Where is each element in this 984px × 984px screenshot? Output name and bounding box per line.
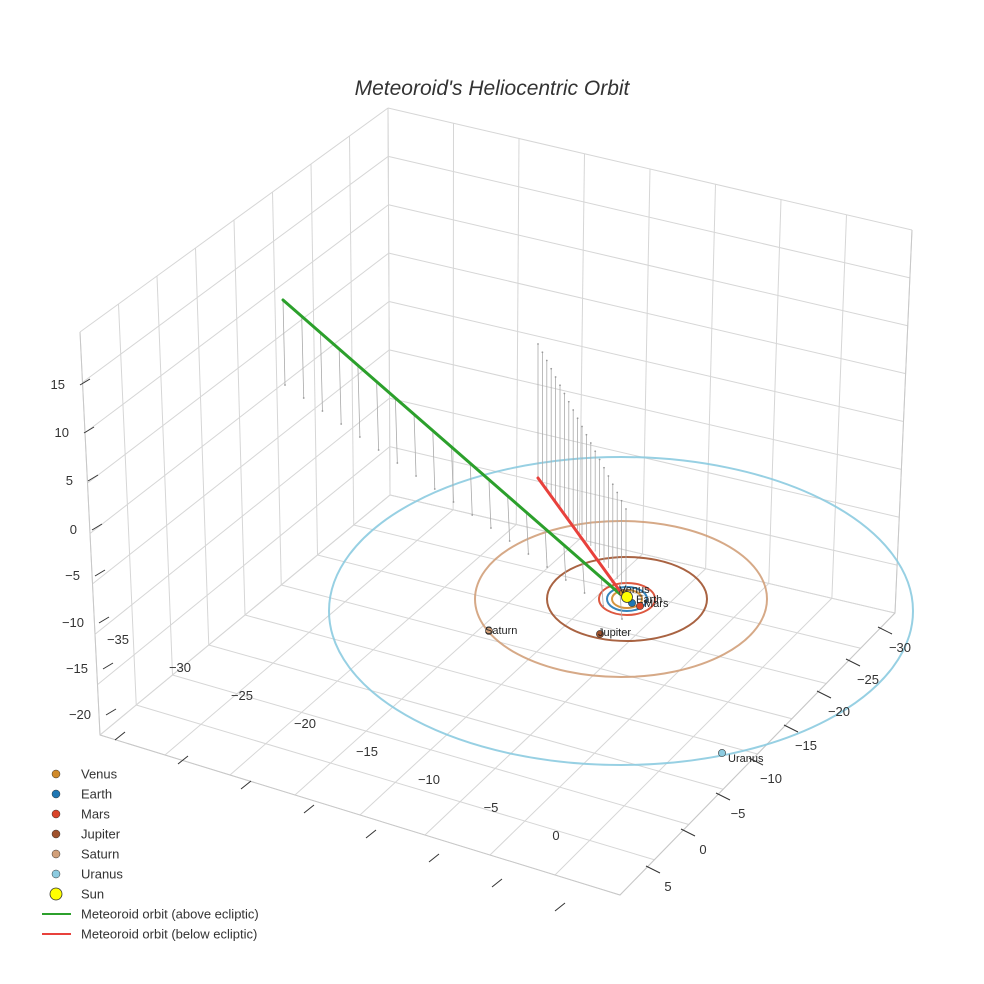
meteoroid-drop-lines (282, 299, 627, 620)
orbit-earth (606, 586, 648, 612)
z-tick-label: 5 (66, 473, 73, 488)
x-tick-mark (240, 780, 252, 790)
sun-marker (621, 591, 633, 603)
x-tick-label: −25 (231, 688, 253, 703)
planet-uranus-marker (718, 749, 726, 757)
legend-marker-venus (51, 769, 61, 779)
legend-label-earth: Earth (81, 787, 112, 802)
z-tick-mark (79, 378, 91, 386)
y-tick-mark (680, 828, 696, 837)
planet-jupiter-marker (596, 630, 604, 638)
y-tick-label: −25 (857, 672, 879, 687)
y-tick-label: −20 (828, 704, 850, 719)
z-tick-mark (102, 662, 114, 670)
z-tick-mark (94, 569, 106, 577)
z-tick-label: −15 (66, 661, 88, 676)
x-tick-mark (177, 755, 189, 765)
orbit-saturn (474, 520, 768, 678)
planet-saturn-label: Saturn (485, 625, 517, 637)
axis-ticks: 15 10 5 0 −5 −10 −15 −20 −35 −30 −25 −20 −15 −10 −5 0 −3… (51, 377, 911, 912)
z-tick-label: 15 (51, 377, 65, 392)
x-tick-label: 0 (552, 828, 559, 843)
planet-saturn-marker (485, 627, 493, 635)
planet-uranus-label: Uranus (728, 753, 764, 765)
legend-marker-jupiter (51, 829, 61, 839)
legend-label-venus: Venus (81, 767, 118, 782)
x-tick-label: −5 (484, 800, 499, 815)
planet-jupiter-label: Jupiter (598, 627, 631, 639)
x-tick-label: −10 (418, 772, 440, 787)
legend-label-jupiter: Jupiter (81, 827, 121, 842)
x-tick-label: −35 (107, 632, 129, 647)
y-tick-mark (715, 792, 731, 801)
y-tick-mark (783, 724, 799, 733)
x-tick-label: −20 (294, 716, 316, 731)
x-tick-label: −15 (356, 744, 378, 759)
legend-marker-sun (49, 887, 63, 901)
axis-panes (79, 107, 913, 896)
orbit-mars (598, 582, 656, 616)
legend-label-saturn: Saturn (81, 847, 119, 862)
y-tick-label: 0 (699, 842, 706, 857)
trajectory-above-ecliptic (281, 298, 622, 596)
legend-label-series-0: Meteoroid orbit (above ecliptic) (81, 907, 259, 922)
z-tick-mark (105, 708, 117, 716)
z-tick-label: −5 (65, 568, 80, 583)
meteoroid-trajectories (281, 298, 624, 596)
y-tick-label: −30 (889, 640, 911, 655)
z-tick-label: 0 (70, 522, 77, 537)
y-tick-mark (816, 690, 832, 699)
legend-label-series-1: Meteoroid orbit (below ecliptic) (81, 927, 257, 942)
y-tick-mark (645, 865, 661, 874)
z-tick-mark (98, 616, 110, 624)
planet-orbits (328, 456, 914, 766)
planet-mars-label: Mars (644, 598, 669, 610)
legend: Venus Earth Mars Jupiter Saturn Uranus Sun Mete… (42, 767, 259, 942)
y-tick-mark (748, 757, 764, 766)
chart-title: Meteoroid's Heliocentric Orbit (355, 77, 631, 100)
legend-label-uranus: Uranus (81, 867, 123, 882)
x-tick-label: −30 (169, 660, 191, 675)
z-tick-label: 10 (55, 425, 69, 440)
planet-earth-label: Earth (636, 594, 662, 606)
x-tick-mark (428, 853, 440, 863)
y-tick-mark (845, 658, 861, 667)
planet-mars-marker (636, 602, 644, 610)
z-tick-mark (87, 474, 99, 482)
z-tick-label: −20 (69, 707, 91, 722)
legend-label-mars: Mars (81, 807, 110, 822)
x-tick-mark (491, 878, 503, 888)
orbit-uranus (328, 456, 914, 766)
y-tick-mark (877, 626, 893, 635)
y-tick-label: −10 (760, 771, 782, 786)
y-tick-label: −5 (731, 806, 746, 821)
legend-marker-saturn (51, 849, 61, 859)
legend-label-sun: Sun (81, 887, 104, 902)
z-tick-mark (91, 523, 103, 531)
y-tick-label: −15 (795, 738, 817, 753)
legend-marker-earth (51, 789, 61, 799)
orbit-venus (611, 589, 643, 609)
z-tick-label: −10 (62, 615, 84, 630)
legend-marker-mars (51, 809, 61, 819)
x-tick-mark (365, 829, 377, 839)
y-tick-label: 5 (664, 879, 671, 894)
trajectory-below-ecliptic (536, 476, 624, 596)
legend-marker-uranus (51, 869, 61, 879)
x-tick-mark (554, 902, 566, 912)
z-tick-mark (83, 426, 95, 434)
orbit-jupiter (546, 556, 708, 642)
x-tick-mark (303, 804, 315, 814)
x-tick-mark (114, 731, 126, 741)
